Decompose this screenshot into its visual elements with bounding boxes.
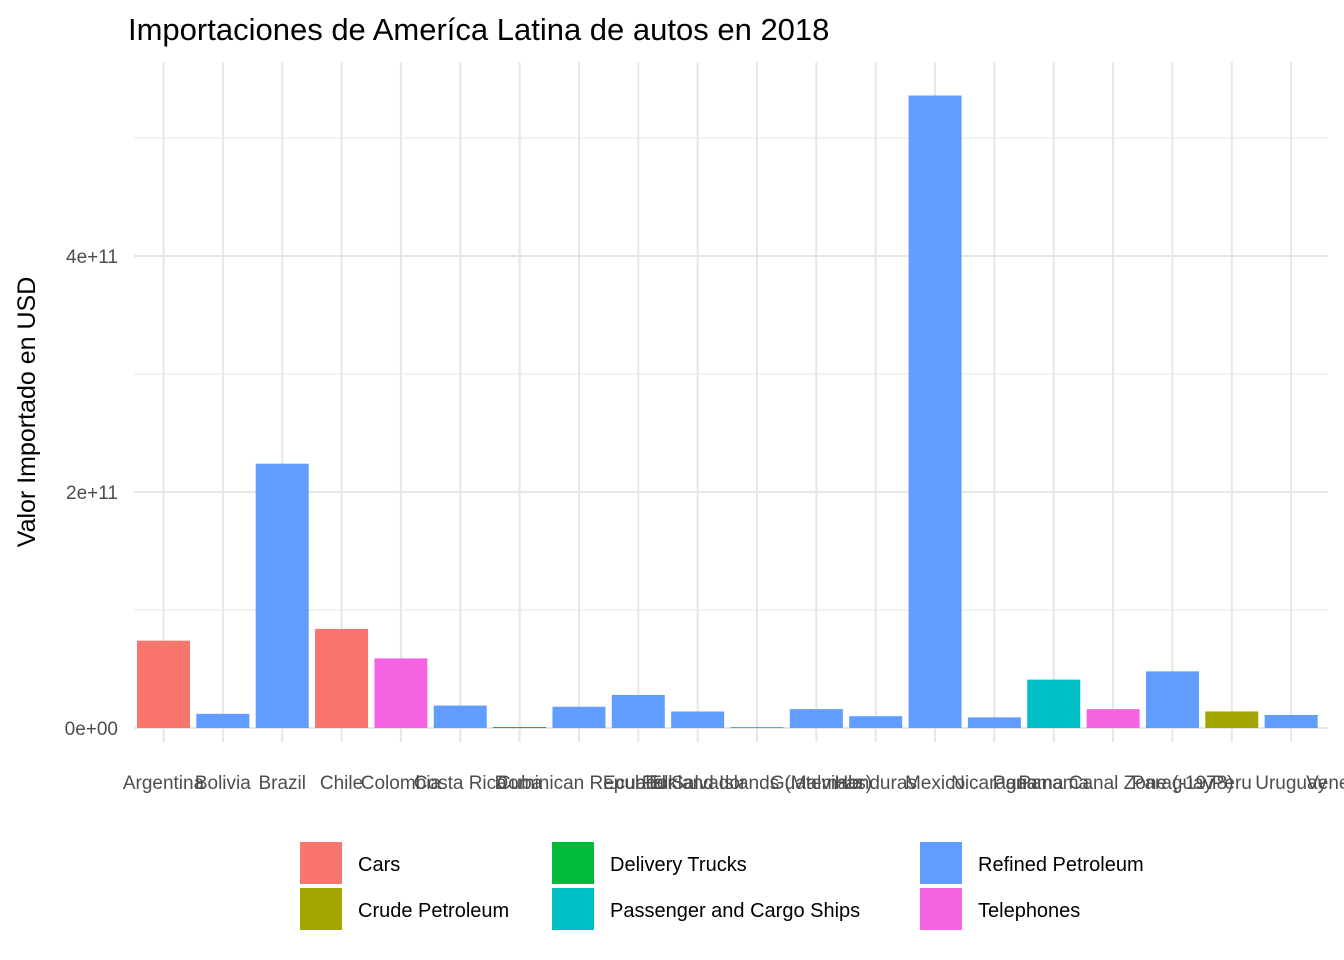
bar-nicaragua	[967, 717, 1021, 728]
bar-guatemala	[789, 709, 843, 728]
bar-colombia	[374, 658, 428, 728]
x-tick-label: Peru	[1212, 773, 1252, 794]
x-tick-label: Falkland Islands (Malvinas)	[642, 773, 872, 794]
legend: Cars Crude Petroleum Delivery Trucks Passen…	[300, 842, 1144, 930]
x-tick-label: Paraguay	[1132, 773, 1214, 794]
legend-label: Refined Petroleum	[978, 854, 1144, 876]
bar-el-salvador	[671, 711, 725, 728]
legend-swatch	[300, 842, 342, 884]
y-axis-label: Valor Importado en USD	[13, 277, 41, 548]
x-tick-label: Chile	[320, 773, 363, 794]
legend-label: Delivery Trucks	[610, 854, 747, 876]
x-tick-label: Bolivia	[195, 773, 251, 794]
legend-label: Telephones	[978, 900, 1080, 922]
x-tick-label: Guatemala	[770, 773, 863, 794]
bar-peru	[1205, 711, 1259, 728]
x-tick-label: Nicaragua	[951, 773, 1038, 794]
x-tick-label: Brazil	[258, 773, 306, 794]
bar-bolivia	[196, 713, 250, 728]
bar-costa-rica	[433, 705, 487, 728]
bar-panama	[1027, 679, 1081, 728]
bar-honduras	[849, 716, 903, 728]
y-axis-ticks: 0e+00 2e+11 4e+11	[65, 247, 118, 740]
bar-chile	[315, 628, 369, 728]
x-tick-label: Ecuador	[603, 773, 674, 794]
chart-title: Importaciones de Ameríca Latina de autos…	[128, 12, 829, 47]
legend-swatch	[300, 888, 342, 930]
x-tick-label: Costa Rica	[414, 773, 507, 794]
y-tick-label: 4e+11	[66, 247, 118, 268]
bar-paraguay	[1145, 671, 1199, 728]
legend-label: Cars	[358, 854, 400, 876]
x-tick-label: Honduras	[835, 773, 917, 794]
x-tick-label: El Salvador	[649, 773, 747, 794]
x-tick-label: Dominican Republic	[494, 773, 663, 794]
x-tick-label: Mexico	[905, 773, 965, 794]
bar-ecuador	[611, 694, 665, 728]
legend-swatch	[552, 842, 594, 884]
x-tick-label: Argentina	[123, 773, 205, 794]
bar-falkland-islands-malvinas-	[730, 727, 784, 728]
bars	[137, 95, 1318, 728]
legend-swatch	[920, 888, 962, 930]
bar-cuba	[493, 727, 547, 728]
legend-swatch	[552, 888, 594, 930]
x-tick-label: Panama Canal Zone (-1978)	[993, 773, 1234, 794]
y-tick-label: 2e+11	[66, 483, 118, 504]
bar-panama-canal-zone-1978-	[1086, 709, 1140, 728]
x-tick-label: Panama	[1018, 773, 1089, 794]
legend-label: Crude Petroleum	[358, 900, 509, 922]
bar-dominican-republic	[552, 706, 606, 728]
bar-brazil	[255, 463, 309, 728]
x-tick-label: Uruguay	[1255, 773, 1327, 794]
bar-mexico	[908, 95, 962, 728]
bar-uruguay	[1264, 715, 1318, 728]
x-tick-label: Venezuela	[1306, 773, 1344, 794]
x-tick-label: Cuba	[497, 773, 543, 794]
legend-swatch	[920, 842, 962, 884]
legend-label: Passenger and Cargo Ships	[610, 900, 860, 922]
y-tick-label: 0e+00	[65, 719, 118, 740]
bar-argentina	[137, 640, 190, 728]
x-tick-label: Colombia	[361, 773, 442, 794]
gridlines	[134, 62, 1328, 742]
